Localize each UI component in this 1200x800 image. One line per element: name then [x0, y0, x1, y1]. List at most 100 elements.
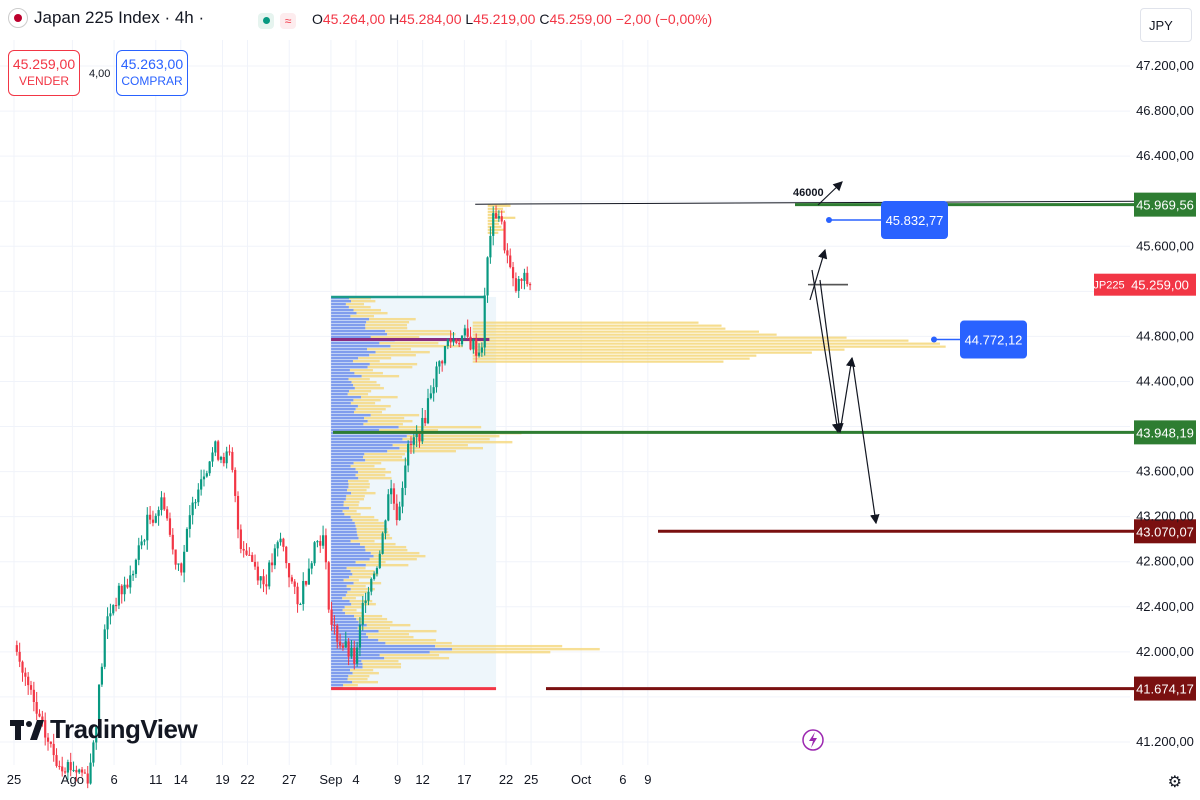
profile-bar-down: [342, 608, 357, 612]
candle-up: [486, 257, 489, 296]
profile-bar-up: [331, 308, 354, 312]
time-tick-label: 22: [240, 772, 254, 787]
profile-bar-up: [331, 362, 370, 366]
candle-up: [183, 551, 186, 573]
candle-up: [200, 479, 203, 490]
profile-bar-extended: [472, 327, 726, 330]
buy-button[interactable]: 45.263,00 COMPRAR: [116, 50, 188, 96]
time-tick-label: 12: [415, 772, 429, 787]
candle-up: [370, 578, 373, 592]
profile-bar-up: [331, 605, 345, 609]
currency-selector[interactable]: JPY: [1140, 8, 1192, 42]
symbol-tag: [1094, 273, 1124, 296]
time-tick-label: Sep: [319, 772, 342, 787]
price-tick-label: 44.800,00: [1136, 328, 1194, 343]
candle-down: [353, 647, 356, 664]
time-tick-label: 27: [282, 772, 296, 787]
candle-up: [268, 562, 271, 587]
profile-bar-down: [356, 527, 388, 531]
profile-bar-down: [365, 323, 407, 327]
candle-down: [395, 503, 398, 521]
level-46000-label: 46000: [793, 187, 824, 199]
candle-up: [446, 339, 449, 347]
profile-bar-up: [331, 527, 357, 531]
candle-up: [160, 497, 163, 511]
profile-bar-down: [350, 539, 375, 543]
profile-bar-up: [331, 494, 347, 498]
candle-down: [35, 702, 38, 714]
candle-up: [398, 506, 401, 521]
candle-down: [330, 609, 333, 625]
candle-down: [228, 451, 231, 453]
profile-bar-down: [387, 449, 456, 453]
candle-down: [151, 519, 155, 523]
profile-bar-down: [406, 434, 500, 438]
time-tick-label: 22: [499, 772, 513, 787]
callout-anchor: [826, 217, 832, 224]
profile-bar-up: [331, 302, 346, 306]
profile-bar-up: [331, 326, 366, 330]
profile-bar-top: [487, 228, 504, 231]
profile-bar-down: [348, 479, 369, 483]
candle-up: [390, 488, 393, 495]
profile-bar-up: [331, 599, 350, 603]
profile-bar-up: [331, 533, 358, 537]
profile-bar-down: [369, 557, 417, 561]
profile-bar-down: [358, 356, 392, 360]
profile-bar-down: [392, 443, 468, 447]
candle-up: [225, 451, 228, 464]
profile-bar-up: [331, 440, 413, 444]
profile-bar-down: [435, 644, 563, 648]
level-badge: [1134, 676, 1196, 701]
profile-bar-up: [331, 449, 388, 453]
profile-bar-down: [364, 452, 405, 456]
profile-bar-down: [385, 641, 452, 645]
green-dot-icon[interactable]: [258, 13, 274, 29]
candle-down: [392, 488, 396, 504]
candle-up: [143, 540, 146, 542]
profile-bar-up: [331, 671, 353, 675]
profile-bar-down: [365, 548, 408, 552]
profile-bar-up: [331, 623, 367, 627]
candle-down: [174, 549, 177, 565]
profile-bar-up: [331, 383, 354, 387]
settings-gear-icon[interactable]: ⚙: [1167, 774, 1182, 791]
candle-down: [217, 441, 220, 460]
candle-up: [435, 366, 438, 388]
profile-bar-up: [331, 455, 364, 459]
wave-icon[interactable]: ≈: [280, 13, 296, 29]
price-tick-label: 43.200,00: [1136, 509, 1194, 524]
profile-bar-up: [331, 401, 351, 405]
price-tick-label: 42.800,00: [1136, 554, 1194, 569]
profile-bar-down: [357, 626, 391, 630]
level-badge: [1134, 519, 1196, 544]
profile-bar-down: [373, 554, 426, 558]
profile-bar-up: [331, 332, 388, 336]
profile-bar-down: [343, 578, 359, 582]
profile-bar-down: [352, 518, 379, 522]
candle-up: [373, 573, 376, 579]
profile-bar-up: [331, 524, 356, 528]
profile-bar-up: [331, 554, 374, 558]
candle-down: [296, 586, 299, 605]
candle-up: [480, 347, 483, 353]
candle-down: [248, 554, 251, 556]
candle-down: [58, 765, 61, 767]
profile-bar-up: [331, 584, 347, 588]
candle-up: [95, 726, 98, 743]
profile-bar-down: [358, 470, 392, 474]
profile-bar-down: [348, 305, 371, 309]
tradingview-logo[interactable]: TradingView: [10, 714, 198, 745]
profile-bar-down: [353, 383, 381, 387]
price-tick-label: 46.400,00: [1136, 148, 1194, 163]
time-tick-label: 6: [619, 772, 626, 787]
sell-button[interactable]: 45.259,00 VENDER: [8, 50, 80, 96]
candle-up: [307, 568, 311, 585]
symbol-title[interactable]: Japan 225 Index · 4h ·: [34, 8, 205, 27]
profile-bar-down: [345, 611, 363, 615]
symbol-flag-icon[interactable]: [8, 8, 28, 28]
profile-bar-up: [331, 596, 343, 600]
profile-bar-extended: [472, 321, 699, 324]
candle-down: [293, 581, 296, 587]
